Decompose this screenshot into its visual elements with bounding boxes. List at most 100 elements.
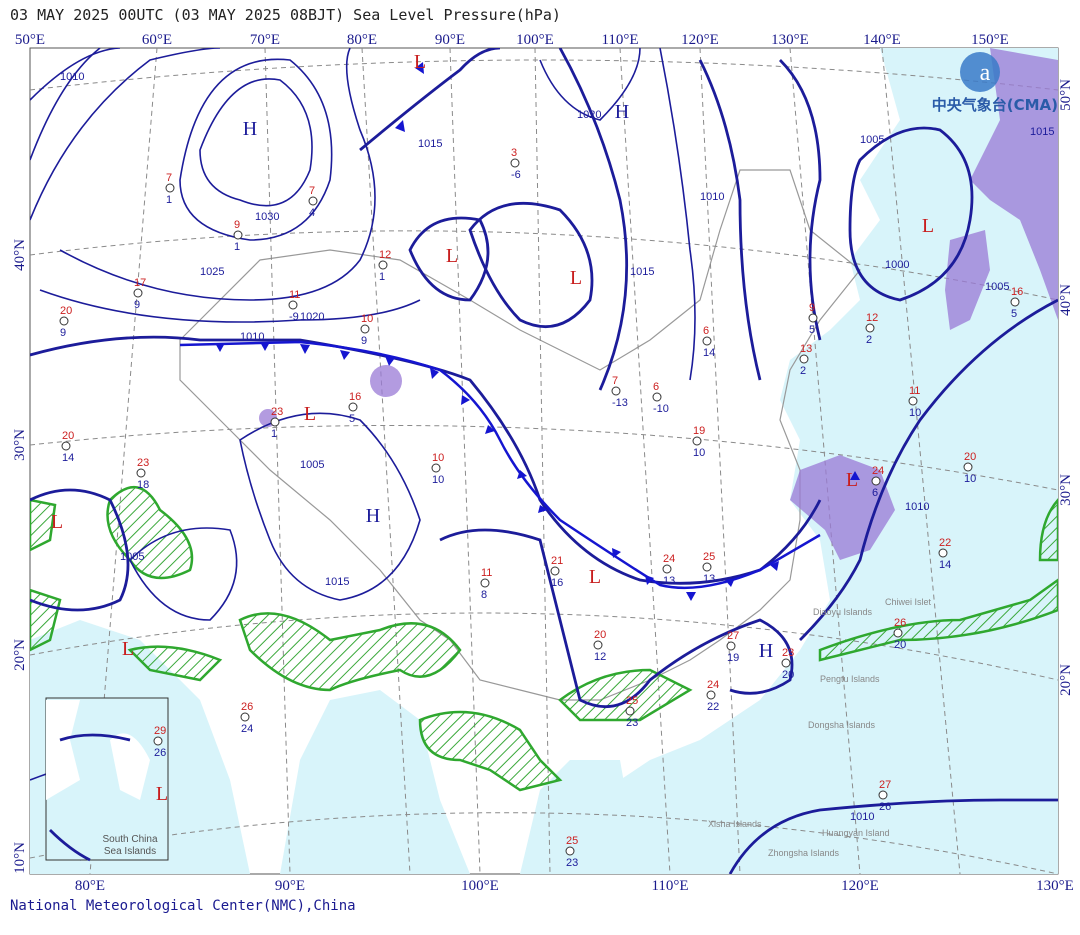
station-dewpoint: 1: [271, 428, 277, 440]
pressure-center: L: [446, 245, 458, 267]
station-temp: 10: [432, 452, 444, 464]
lon-label-top: 70°E: [250, 32, 280, 48]
station-marker: [726, 641, 736, 651]
station-dewpoint: 2: [800, 365, 806, 377]
station-dewpoint: -10: [653, 403, 669, 415]
station-marker: [865, 323, 875, 333]
station-temp: 29: [154, 725, 166, 737]
pressure-center: L: [922, 215, 934, 237]
lon-label-top: 140°E: [863, 32, 901, 48]
island-label: Diaoyu Islands: [813, 607, 873, 617]
lon-label-bottom: 110°E: [651, 878, 688, 894]
station-marker: [510, 158, 520, 168]
station-temp: 25: [566, 835, 578, 847]
station-dewpoint: -13: [612, 397, 628, 409]
isobar-label: 1030: [255, 211, 279, 223]
lon-label-bottom: 80°E: [75, 878, 105, 894]
island-label: Chiwei Islet: [885, 597, 932, 607]
station-temp: 24: [872, 465, 884, 477]
lon-label-bottom: 90°E: [275, 878, 305, 894]
station-marker: [706, 690, 716, 700]
station-dewpoint: 5: [1011, 308, 1017, 320]
station-temp: 9: [234, 219, 240, 231]
island-label: Dongsha Islands: [808, 720, 876, 730]
station-marker: [378, 260, 388, 270]
island-label: Zhongsha Islands: [768, 848, 840, 858]
station-dewpoint: 12: [594, 651, 606, 663]
isobars: [30, 48, 1058, 874]
station-temp: 7: [166, 172, 172, 184]
station-dewpoint: 14: [62, 452, 74, 464]
isobar-label: 1015: [630, 266, 654, 278]
station-marker: [240, 712, 250, 722]
station-dewpoint: 20: [782, 669, 794, 681]
station-marker: [308, 196, 318, 206]
station-marker: [938, 548, 948, 558]
station-temp: 24: [663, 553, 675, 565]
lon-label-top: 90°E: [435, 32, 465, 48]
station-dewpoint: 26: [154, 747, 166, 759]
station-dewpoint: 24: [241, 723, 253, 735]
station-temp: 10: [361, 313, 373, 325]
pressure-center: L: [156, 783, 168, 805]
lon-label-top: 150°E: [971, 32, 1009, 48]
station-dewpoint: 5: [809, 324, 815, 336]
station-temp: 25: [703, 551, 715, 563]
lat-label-right: 20°N: [1058, 664, 1074, 696]
lon-label-bottom: 100°E: [461, 878, 499, 894]
isobar-label: 1010: [850, 811, 874, 823]
isobar-label: 1015: [325, 576, 349, 588]
station-temp: 13: [800, 343, 812, 355]
lon-label-top: 80°E: [347, 32, 377, 48]
precip-areas: [259, 48, 1058, 560]
station-temp: 22: [939, 537, 951, 549]
pressure-center: H: [615, 101, 629, 123]
station-temp: 3: [511, 147, 517, 159]
station-dewpoint: 14: [703, 347, 715, 359]
station-marker: [611, 386, 621, 396]
station-dewpoint: 4: [309, 207, 315, 219]
station-marker: [270, 417, 280, 427]
station-marker: [878, 790, 888, 800]
station-temp: 7: [309, 185, 315, 197]
station-temp: 21: [551, 555, 563, 567]
pressure-center: L: [122, 638, 134, 660]
pressure-center: L: [846, 469, 858, 491]
station-marker: [593, 640, 603, 650]
station-dewpoint: 1: [166, 194, 172, 206]
station-temp: 27: [879, 779, 891, 791]
pressure-center: L: [414, 51, 426, 73]
isobar-label: 1015: [418, 138, 442, 150]
station-dewpoint: 22: [707, 701, 719, 713]
island-label: Pengtu Islands: [820, 674, 880, 684]
station-marker: [625, 706, 635, 716]
station-dewpoint: 10: [909, 407, 921, 419]
pressure-center: L: [570, 267, 582, 289]
station-marker: [348, 402, 358, 412]
station-dewpoint: -9: [289, 311, 299, 323]
station-marker: [165, 183, 175, 193]
lat-label-left: 30°N: [12, 429, 28, 461]
lat-label-left: 20°N: [12, 639, 28, 671]
station-dewpoint: 18: [137, 479, 149, 491]
station-dewpoint: 23: [566, 857, 578, 869]
station-temp: 9: [809, 302, 815, 314]
station-dewpoint: 8: [481, 589, 487, 601]
gulf-sea: [520, 760, 640, 874]
pressure-center: H: [243, 118, 257, 140]
station-marker: [550, 566, 560, 576]
station-marker: [652, 392, 662, 402]
station-dewpoint: -6: [511, 169, 521, 181]
station-temp: 19: [693, 425, 705, 437]
station-dewpoint: 14: [939, 559, 951, 571]
station-dewpoint: 20: [894, 639, 906, 651]
station-marker: [662, 564, 672, 574]
isobar-label: 1020: [577, 109, 601, 121]
isobar-label: 1000: [885, 259, 909, 271]
lon-label-top: 60°E: [142, 32, 172, 48]
station-marker: [288, 300, 298, 310]
station-temp: 17: [134, 277, 146, 289]
station-marker: [1010, 297, 1020, 307]
station-dewpoint: 9: [60, 327, 66, 339]
